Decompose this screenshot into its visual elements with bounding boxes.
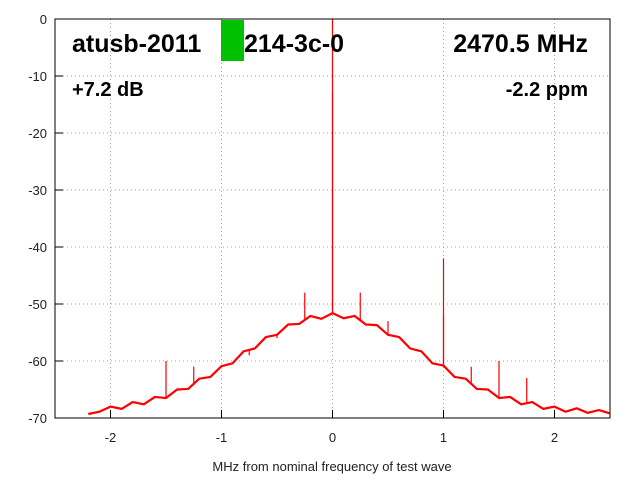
x-axis-label: MHz from nominal frequency of test wave <box>212 459 451 474</box>
x-tick-label: 2 <box>551 430 558 445</box>
y-tick-label: -20 <box>28 126 47 141</box>
y-tick-label: -50 <box>28 297 47 312</box>
frequency: 2470.5 MHz <box>453 30 588 58</box>
y-tick-label: -60 <box>28 354 47 369</box>
y-tick-label: 0 <box>40 12 47 27</box>
ppm: -2.2 ppm <box>506 79 588 101</box>
spectrum-line <box>88 312 611 416</box>
x-tick-label: 0 <box>329 430 336 445</box>
y-tick-label: -30 <box>28 183 47 198</box>
y-tick-label: -70 <box>28 411 47 426</box>
x-tick-label: 1 <box>440 430 447 445</box>
plot-frame <box>54 18 611 419</box>
x-tick-label: -2 <box>105 430 117 445</box>
device-id-left: atusb-2011 <box>72 30 201 58</box>
y-tick-label: -10 <box>28 69 47 84</box>
y-tick-label: -40 <box>28 240 47 255</box>
redaction-box <box>221 20 244 61</box>
x-tick-label: -1 <box>216 430 228 445</box>
device-id-right: 214-3c-0 <box>244 30 344 58</box>
gain: +7.2 dB <box>72 79 144 101</box>
